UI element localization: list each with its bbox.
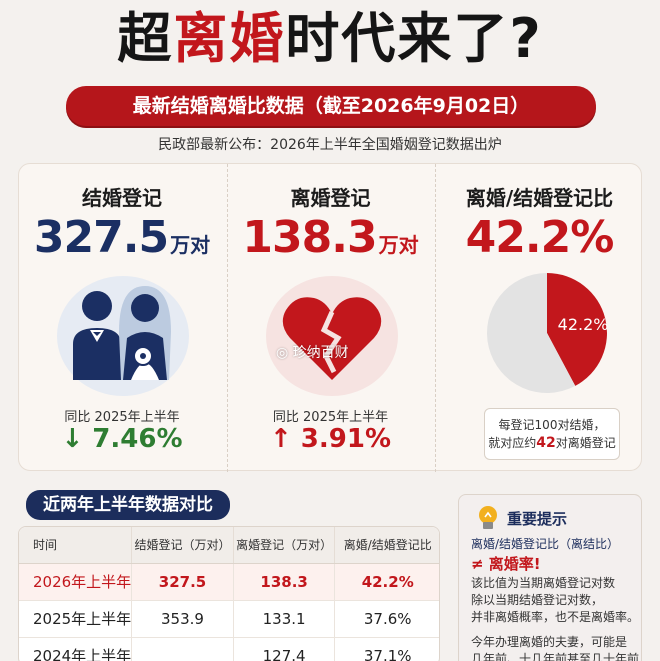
divorce-card: 离婚登记 138.3 万对 同比 2025年上半年 ↑ 3.91% <box>227 164 433 472</box>
tip-title: 重要提示 <box>507 510 568 528</box>
tip-body: 该比值为当期离婚登记对数 除以当期结婚登记对数， 并非离婚概率，也不是离婚率。 … <box>471 576 640 661</box>
table-header-row: 时间 结婚登记（万对） 离婚登记（万对） 离婚/结婚登记比 <box>19 527 439 564</box>
ratio-note: 每登记100对结婚， 就对应约42对离婚登记 <box>484 408 620 460</box>
table-row: 2025年上半年 353.9 133.1 37.6% <box>19 600 439 638</box>
ratio-label: 离婚/结婚登记比 <box>465 186 614 210</box>
cell-ratio: 42.2% <box>334 563 439 601</box>
tip-box: 重要提示 离婚/结婚登记比（离结比） ≠ 离婚率! 该比值为当期离婚登记对数 除… <box>458 494 642 661</box>
ratio-card: 离婚/结婚登记比 42.2% 42.2% 每登记100对结婚， 就对应约42对离… <box>435 164 643 472</box>
broken-heart-icon <box>266 276 398 396</box>
cell-period: 2025年上半年 <box>19 600 133 638</box>
tip-line1: 离婚/结婚登记比（离结比） <box>471 537 620 551</box>
cell-divorce: 127.4 <box>233 637 336 661</box>
source-line: 民政部最新公布：2026年上半年全国婚姻登记数据出炉 <box>158 137 502 153</box>
lightbulb-icon <box>479 506 497 529</box>
title-highlight: 离婚 <box>173 7 286 70</box>
header-marriage: 结婚登记（万对） <box>131 527 234 564</box>
subtitle-banner: 最新结婚离婚比数据（截至2026年9月02日） <box>66 86 596 126</box>
cell-marriage <box>131 637 234 661</box>
table-row: 2024年上半年 127.4 37.1% <box>19 637 439 661</box>
tip-line2: ≠ 离婚率! <box>471 555 541 573</box>
ratio-pie-chart: 42.2% <box>487 273 609 393</box>
divorce-label: 离婚登记 <box>290 186 371 210</box>
watermark: ◎ 珍纳百财 <box>276 345 349 361</box>
pie-slice-0 <box>547 273 607 386</box>
marriage-label: 结婚登记 <box>82 186 162 210</box>
divorce-value: 138.3 万对 <box>242 212 419 263</box>
table-row: 2026年上半年 327.5 138.3 42.2% <box>19 563 439 601</box>
marriage-change: ↓ 7.46% <box>61 424 183 454</box>
cell-period: 2024年上半年 <box>19 637 133 661</box>
page-title: 超离婚时代来了? <box>117 7 543 70</box>
stats-panel: 结婚登记 327.5 万对 同比 2025年上半年 ↓ 7.46% 离婚登记 13… <box>18 163 643 472</box>
couple-icon <box>57 276 189 396</box>
cell-ratio: 37.1% <box>334 637 439 661</box>
divorce-change: ↑ 3.91% <box>269 424 392 454</box>
marriage-card: 结婚登记 327.5 万对 同比 2025年上半年 ↓ 7.46% <box>19 164 225 472</box>
header-ratio: 离婚/结婚登记比 <box>334 527 439 564</box>
cell-period: 2026年上半年 <box>19 563 133 601</box>
tip-header: 重要提示 <box>471 503 631 531</box>
cell-divorce: 138.3 <box>233 563 336 601</box>
pie-slice-label: 42.2% <box>558 315 609 334</box>
comparison-table: 时间 结婚登记（万对） 离婚登记（万对） 离婚/结婚登记比 2026年上半年 3… <box>18 526 440 661</box>
cell-divorce: 133.1 <box>233 600 336 638</box>
cell-ratio: 37.6% <box>334 600 439 638</box>
ratio-value: 42.2% <box>465 212 615 263</box>
cell-marriage: 327.5 <box>131 563 234 601</box>
header-time: 时间 <box>19 527 133 564</box>
marriage-value: 327.5 万对 <box>33 212 211 263</box>
table-heading: 近两年上半年数据对比 <box>26 490 230 520</box>
cell-marriage: 353.9 <box>131 600 234 638</box>
divorce-yoy-label: 同比 2025年上半年 <box>272 410 389 425</box>
marriage-yoy-label: 同比 2025年上半年 <box>64 410 180 425</box>
pie-slice-1 <box>487 273 576 393</box>
header-divorce: 离婚登记（万对） <box>233 527 336 564</box>
